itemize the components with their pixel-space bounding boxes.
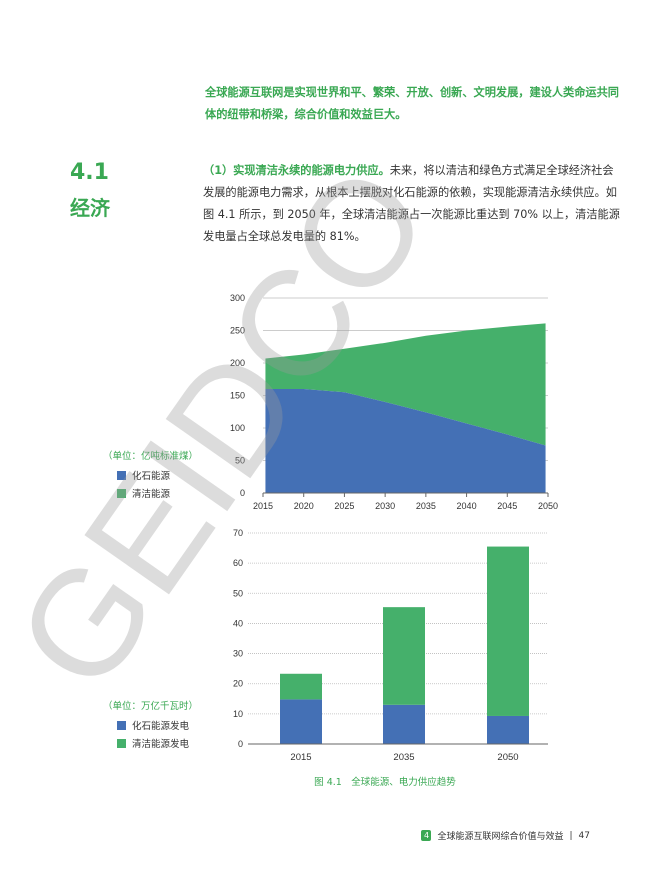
paragraph-highlight: （1）实现清洁永续的能源电力供应。 [203,164,390,177]
legend-item-clean: 清洁能源 [103,486,198,500]
y-tick-label: 100 [230,423,245,433]
x-tick-label: 2015 [253,501,273,511]
lead-statement: 全球能源互联网是实现世界和平、繁荣、开放、创新、文明发展，建设人类命运共同体的纽… [205,86,619,121]
body-paragraph: （1）实现清洁永续的能源电力供应。未来，将以清洁和绿色方式满足全球经济社会发展的… [203,160,623,248]
bar-fossil-2035 [383,704,425,744]
y-tick-label: 30 [233,649,243,659]
area-clean-energy [265,323,546,446]
area-fossil-energy [265,389,546,493]
x-tick-label: 2020 [294,501,314,511]
x-tick-label: 2015 [290,752,311,763]
section-title: 经济 [70,196,110,220]
section-number: 4.1 [70,160,109,185]
x-tick-label: 2050 [497,752,518,763]
unit-label: （单位：万亿千瓦时） [103,701,199,712]
paragraph-body: 未来，将以清洁和绿色方式满足全球经济社会发展的能源电力需求，从根本上摆脱对化石能… [203,164,620,243]
x-tick-label: 2045 [497,501,517,511]
y-tick-label: 10 [233,709,243,719]
y-tick-label: 70 [233,528,243,538]
page-number: 47 [578,830,590,841]
y-tick-label: 0 [240,488,245,498]
legend-energy: （单位：亿吨标准煤） 化石能源 清洁能源 [103,448,198,504]
bar-clean-2050 [487,546,529,716]
legend-power: （单位：万亿千瓦时） 化石能源发电 清洁能源发电 [103,698,198,754]
y-tick-label: 50 [235,456,245,466]
page-footer: 4 全球能源互联网综合价值与效益 | 47 [421,829,590,842]
y-tick-label: 60 [233,558,243,568]
footer-divider: | [569,830,573,841]
y-tick-label: 150 [230,391,245,401]
unit-label: （单位：亿吨标准煤） [103,451,199,462]
y-tick-label: 50 [233,588,243,598]
legend-item-fossil: 化石能源 [103,468,198,482]
x-tick-label: 2025 [334,501,354,511]
x-tick-label: 2030 [375,501,395,511]
x-tick-label: 2040 [457,501,477,511]
y-tick-label: 20 [233,679,243,689]
bar-fossil-2050 [487,715,529,744]
legend-item-fossil-power: 化石能源发电 [103,718,198,732]
chapter-badge: 4 [421,830,432,841]
x-tick-label: 2050 [538,501,558,511]
bar-clean-2015 [280,673,322,700]
figure-caption: 图 4.1 全球能源、电力供应趋势 [314,777,456,788]
y-tick-label: 300 [230,293,245,303]
y-tick-label: 0 [238,739,243,749]
x-tick-label: 2035 [416,501,436,511]
bar-fossil-2015 [280,699,322,744]
y-tick-label: 40 [233,618,243,628]
footer-title: 全球能源互联网综合价值与效益 [437,832,564,842]
bar-clean-2035 [383,607,425,705]
y-tick-label: 200 [230,358,245,368]
x-tick-label: 2035 [393,752,414,763]
legend-item-clean-power: 清洁能源发电 [103,736,198,750]
y-tick-label: 250 [230,326,245,336]
